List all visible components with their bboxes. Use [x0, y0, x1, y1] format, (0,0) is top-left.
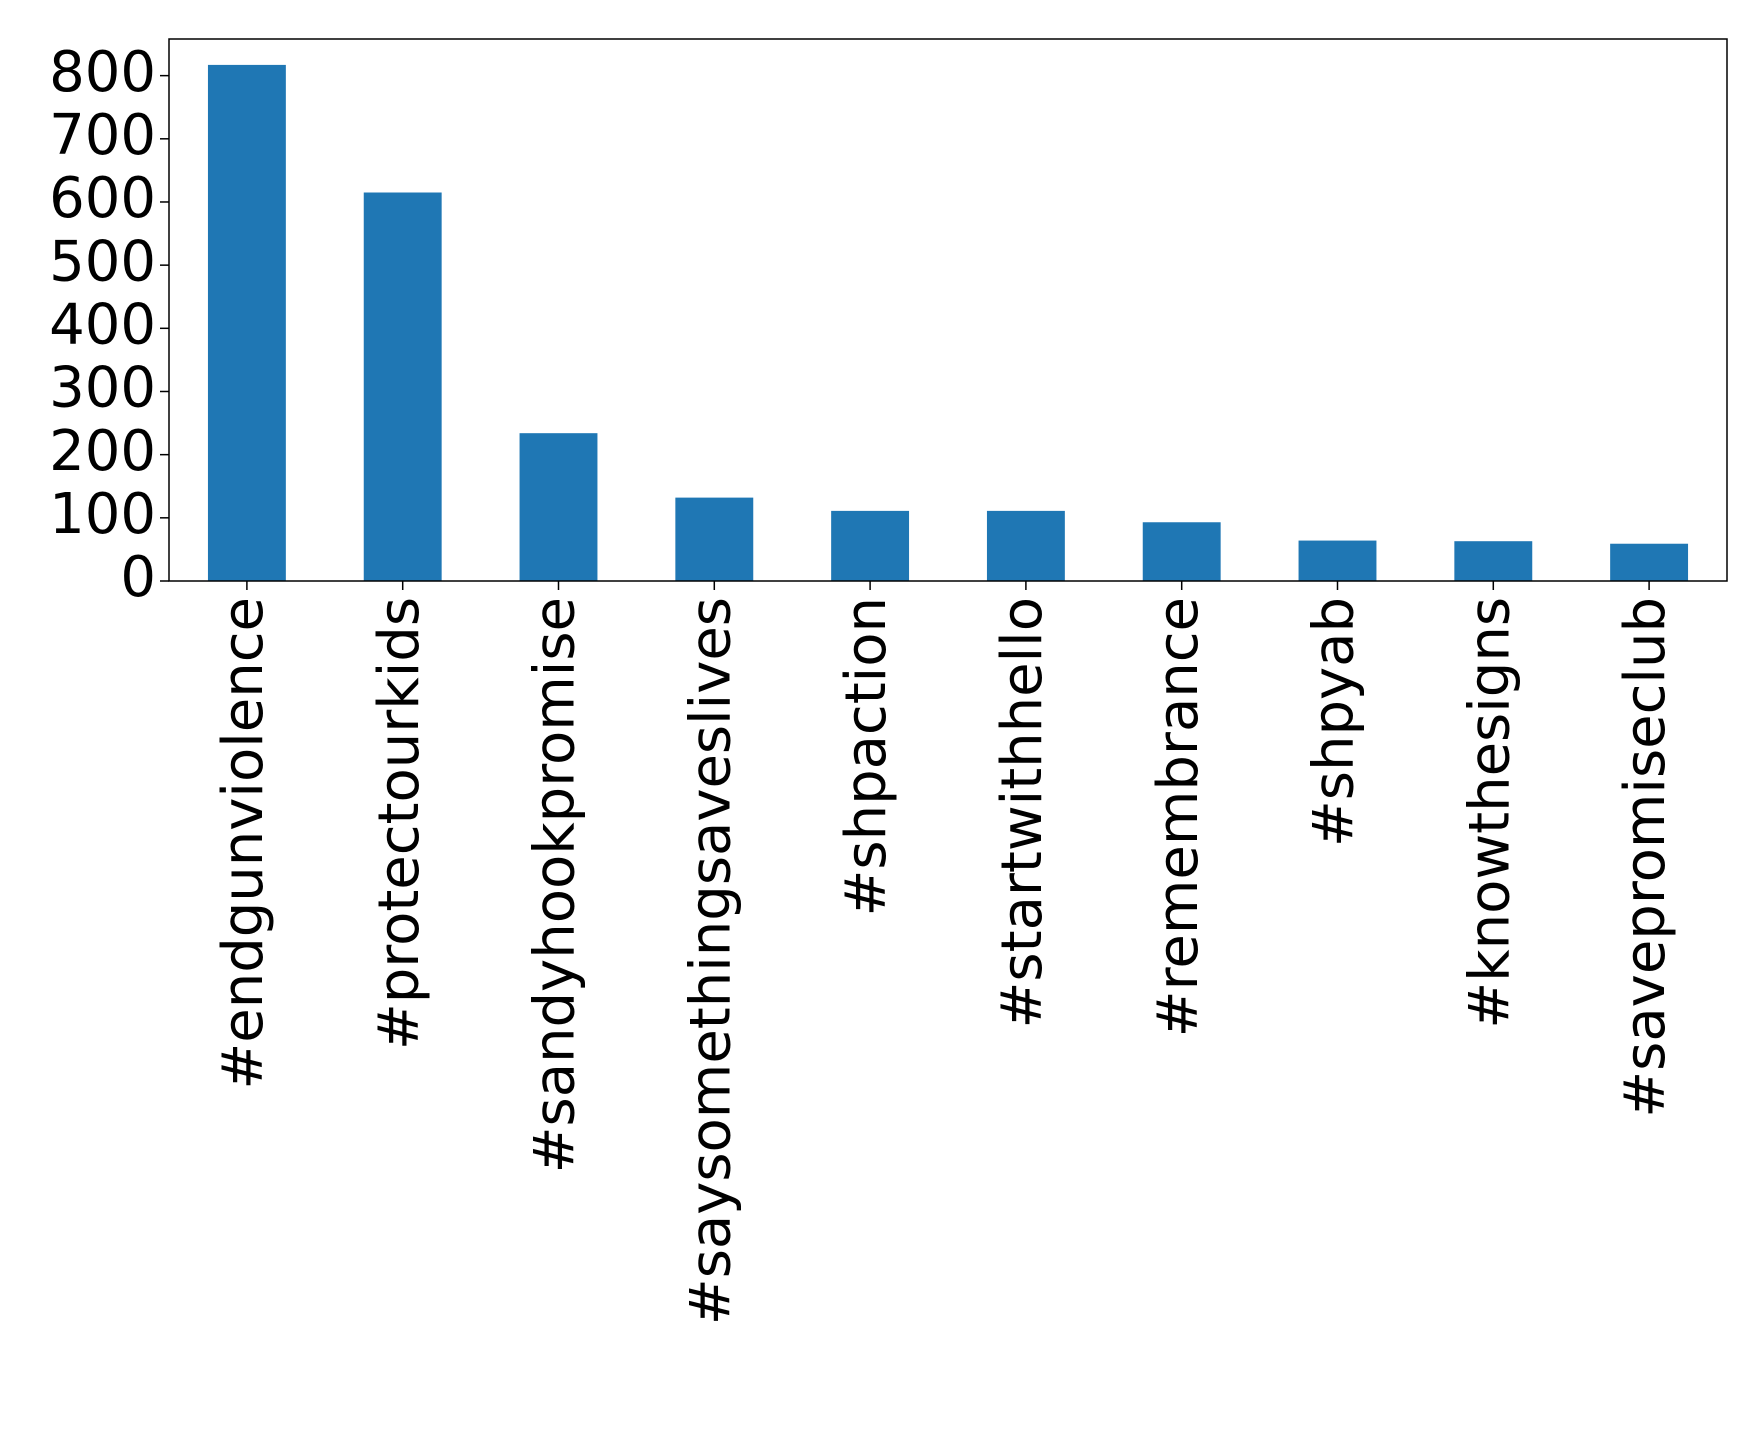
x-tick-label: #knowthesigns: [1457, 597, 1522, 1029]
x-tick-label: #sandyhookpromise: [523, 597, 588, 1173]
y-tick-label: 600: [49, 166, 156, 231]
y-tick-label: 200: [49, 419, 156, 484]
bar: [519, 433, 598, 581]
y-tick-label: 800: [49, 40, 156, 105]
bar: [1142, 522, 1221, 581]
y-tick-label: 500: [49, 229, 156, 294]
bar: [675, 497, 754, 581]
bar: [986, 510, 1065, 581]
bar: [363, 192, 442, 582]
bar: [1610, 543, 1689, 581]
bar: [1454, 541, 1533, 581]
y-tick-label: 100: [49, 482, 156, 547]
y-tick-label: 400: [49, 292, 156, 357]
y-tick-label: 300: [49, 356, 156, 421]
x-tick-label: #shpaction: [834, 597, 899, 917]
y-tick-label: 0: [120, 545, 156, 610]
bar: [831, 510, 910, 581]
bar: [1298, 540, 1377, 581]
x-tick-label: #savepromiseclub: [1613, 597, 1678, 1118]
x-tick-label: #saysomethingsaveslives: [678, 597, 743, 1325]
x-tick-label: #protectourkids: [367, 597, 432, 1050]
x-tick-label: #endgunviolence: [211, 597, 276, 1090]
bar: [207, 64, 286, 581]
plot-frame: [168, 38, 1728, 582]
y-tick-label: 700: [49, 103, 156, 168]
x-tick-label: #remembrance: [1146, 597, 1211, 1037]
x-tick-label: #shpyab: [1302, 597, 1367, 847]
x-tick-label: #startwithhello: [990, 597, 1055, 1028]
